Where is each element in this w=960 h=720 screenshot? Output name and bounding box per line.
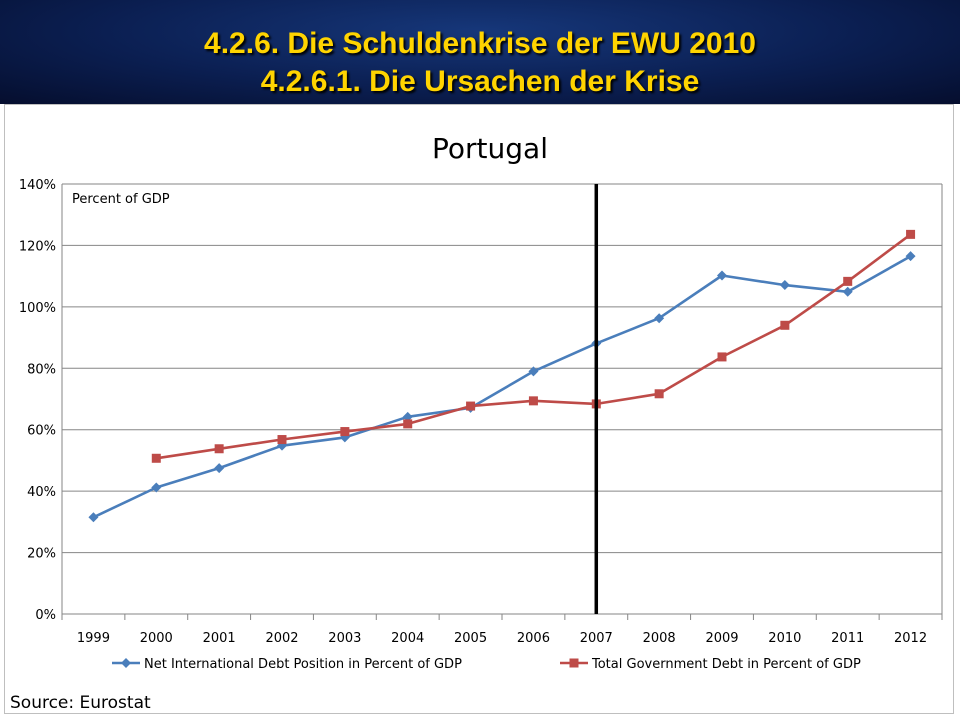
x-tick-label: 2011 — [831, 631, 864, 646]
square-point — [466, 401, 476, 411]
series-line-1 — [92, 255, 912, 519]
y-tick-label: 20% — [27, 547, 56, 562]
square-point — [151, 453, 161, 463]
x-tick-label: 2007 — [580, 631, 613, 646]
square-point — [214, 444, 224, 454]
diamond-point — [905, 251, 916, 262]
grid-layer — [62, 183, 942, 615]
diamond-point — [151, 482, 162, 493]
legend-label: Total Government Debt in Percent of GDP — [591, 657, 861, 672]
square-point — [906, 229, 916, 239]
diamond-point — [842, 286, 853, 297]
chart-frame — [4, 104, 954, 714]
legend: Net International Debt Position in Perce… — [112, 657, 861, 672]
y-tick-label: 40% — [27, 485, 56, 500]
diamond-point — [528, 366, 539, 377]
percent-of-gdp-label: Percent of GDP — [72, 192, 170, 207]
y-tick-label: 140% — [19, 178, 56, 193]
square-point — [403, 419, 413, 429]
x-tick-label: 2004 — [391, 631, 424, 646]
x-tick-label: 2009 — [705, 631, 738, 646]
y-tick-label: 100% — [19, 301, 56, 316]
square-point — [528, 396, 538, 406]
series-line-2 — [156, 233, 912, 460]
x-tick-label: 2010 — [768, 631, 801, 646]
x-tick-label: 2005 — [454, 631, 487, 646]
square-point — [717, 352, 727, 362]
diamond-point — [654, 313, 665, 324]
x-tick-label: 2000 — [140, 631, 173, 646]
square-point — [780, 320, 790, 330]
square-point — [277, 435, 287, 445]
y-tick-label: 120% — [19, 239, 56, 254]
square-point — [843, 276, 853, 286]
source-label: Source: Eurostat — [10, 693, 151, 713]
x-tick-label: 2008 — [643, 631, 676, 646]
square-point — [654, 389, 664, 399]
x-tick-label: 2006 — [517, 631, 550, 646]
diamond-point — [717, 270, 727, 281]
series-layer — [88, 184, 916, 614]
diamond-point — [214, 463, 225, 474]
y-tick-label: 80% — [27, 362, 56, 377]
x-tick-label: 2002 — [265, 631, 298, 646]
legend-label: Net International Debt Position in Perce… — [144, 657, 462, 672]
axes-layer: 0% 20% 40% 60% 80% 100% 120% 140% 1999 2000 2001 20… — [19, 178, 943, 646]
x-tick-label: 2001 — [203, 631, 236, 646]
x-tick-label: 2012 — [894, 631, 927, 646]
x-tick-label: 2003 — [328, 631, 361, 646]
y-tick-label: 60% — [27, 424, 56, 439]
y-tick-label: 0% — [35, 608, 56, 623]
legend-square-icon — [569, 658, 579, 668]
slide-heading-line2: 4.2.6.1. Die Ursachen der Krise — [260, 65, 700, 98]
diamond-point — [402, 411, 413, 422]
slide-heading-line1: 4.2.6. Die Schuldenkrise der EWU 2010 — [204, 27, 756, 60]
diamond-point — [88, 512, 99, 523]
slide-header: 4.2.6. Die Schuldenkrise der EWU 2010 4.… — [0, 0, 960, 104]
diamond-point — [779, 280, 790, 291]
legend-diamond-icon — [121, 658, 131, 668]
x-tick-label: 1999 — [77, 631, 110, 646]
chart-title: Portugal — [432, 132, 548, 165]
square-point — [340, 427, 350, 437]
